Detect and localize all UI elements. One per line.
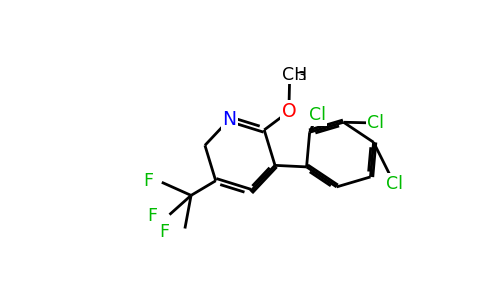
Text: F: F (143, 172, 153, 190)
Text: O: O (282, 102, 296, 121)
Text: CH: CH (282, 65, 307, 83)
Text: N: N (223, 110, 237, 129)
Text: Cl: Cl (386, 175, 403, 193)
Text: Cl: Cl (309, 106, 326, 124)
Text: F: F (159, 223, 169, 241)
Text: Cl: Cl (367, 114, 384, 132)
Text: F: F (148, 207, 158, 225)
Text: 3: 3 (298, 70, 306, 83)
